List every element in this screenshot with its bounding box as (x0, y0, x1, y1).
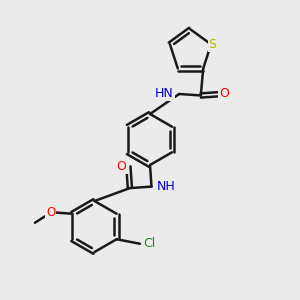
Text: O: O (117, 160, 127, 173)
Text: S: S (208, 38, 217, 51)
Text: Cl: Cl (143, 237, 155, 250)
Text: O: O (46, 206, 56, 219)
Text: NH: NH (157, 180, 176, 193)
Text: HN: HN (155, 88, 174, 100)
Text: O: O (219, 88, 229, 100)
